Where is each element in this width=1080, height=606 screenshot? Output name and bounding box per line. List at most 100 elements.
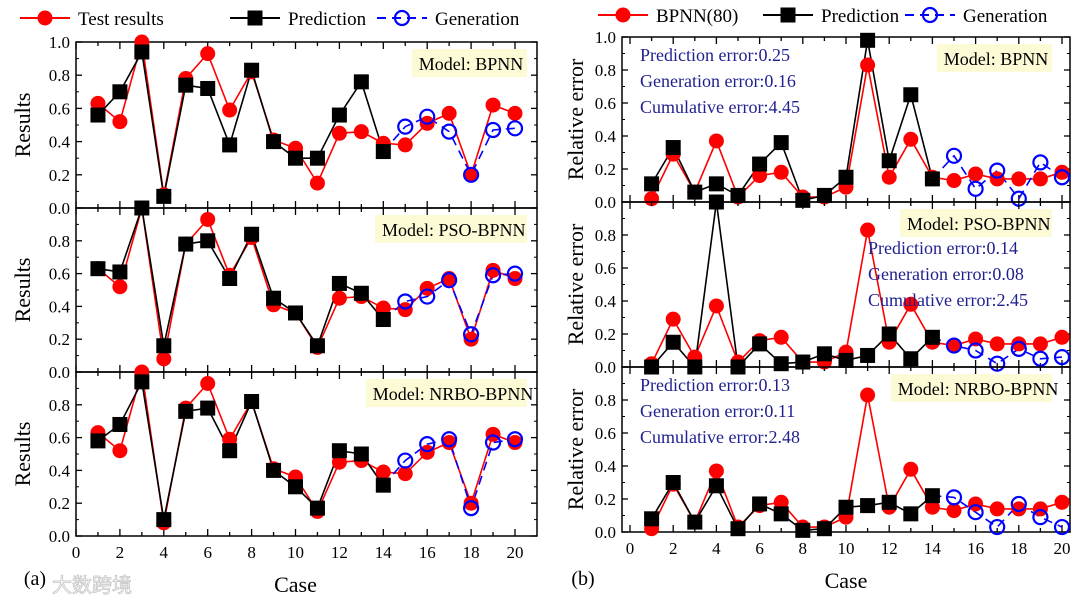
test-point	[200, 46, 216, 62]
test-point	[331, 454, 347, 470]
error-annotation: Cumulative error:4.45	[640, 97, 800, 117]
test-point	[112, 279, 128, 295]
test-point	[1054, 164, 1070, 180]
y-tick-label: 0.2	[595, 490, 616, 509]
y-tick-label: 0.2	[49, 166, 70, 185]
prediction-point	[924, 171, 940, 187]
prediction-point	[309, 150, 325, 166]
y-axis-label: Results	[10, 422, 35, 487]
prediction-point	[134, 44, 150, 60]
test-point	[375, 464, 391, 480]
chart-a: Test results Prediction Generation0.00.20.…	[10, 9, 538, 597]
legend-label-prediction: Prediction	[288, 9, 367, 30]
x-tick-label: 0	[72, 543, 81, 562]
test-point	[1011, 336, 1027, 352]
generation-point	[967, 504, 984, 521]
x-tick-label: 16	[967, 539, 984, 558]
y-tick-label: 0.0	[595, 358, 616, 377]
test-point	[1032, 171, 1048, 187]
legend-marker-test	[615, 7, 631, 23]
prediction-point	[795, 354, 811, 370]
test-point	[665, 311, 681, 327]
legend-label-generation: Generation	[435, 9, 520, 30]
prediction-point	[90, 107, 106, 123]
model-label: Model: NRBO-BPNN	[898, 379, 1059, 399]
prediction-point	[752, 156, 768, 172]
test-point	[222, 431, 238, 447]
legend-label-prediction: Prediction	[821, 6, 900, 27]
generation-line	[931, 154, 1063, 201]
test-point	[331, 290, 347, 306]
test-point	[200, 211, 216, 227]
generation-point	[989, 518, 1006, 536]
prediction-point	[288, 150, 303, 166]
prediction-point	[266, 462, 282, 478]
y-tick-label: 0.8	[49, 396, 70, 415]
error-annotation: Generation error:0.16	[640, 71, 796, 91]
x-tick-label: 20	[1054, 539, 1071, 558]
x-tick-label: 18	[1010, 539, 1027, 558]
subplot-1: 0.0 0.2 0.4 0.6 0.8 1.0 Results Model: BPNN	[10, 33, 538, 218]
test-point	[397, 466, 413, 482]
test-point	[860, 57, 876, 73]
panel-label: (b)	[571, 568, 594, 590]
generation-point	[506, 265, 524, 282]
test-point	[968, 166, 984, 182]
prediction-point	[200, 400, 216, 416]
y-tick-label: 0.4	[49, 133, 71, 152]
prediction-point	[924, 329, 940, 345]
test-point	[90, 95, 106, 111]
generation-point	[1032, 350, 1049, 367]
watermark: 大数跨境	[52, 574, 132, 597]
prediction-point	[903, 351, 919, 367]
legend-marker-generation	[393, 9, 411, 27]
y-tick-label: 0.6	[595, 94, 616, 113]
x-axis-label: Case	[825, 568, 868, 593]
subplot-1: 0.0 0.2 0.4 0.6 0.8 1.0 Relative error Model: B…	[563, 28, 1071, 212]
x-tick-label: 14	[924, 539, 942, 558]
generation-point	[397, 118, 414, 135]
test-point	[156, 351, 172, 367]
y-tick-label: 0.8	[595, 226, 616, 245]
test-point	[222, 102, 238, 118]
y-tick-label: 0.6	[49, 429, 70, 448]
model-label-box	[411, 49, 527, 77]
test-point	[946, 338, 962, 354]
legend-marker-generation	[921, 6, 939, 24]
y-tick-label: 0.0	[49, 527, 70, 546]
test-point	[946, 503, 962, 519]
prediction-point	[178, 77, 194, 93]
y-tick-label: 0.0	[595, 193, 616, 212]
prediction-point	[288, 305, 303, 321]
prediction-point	[644, 176, 660, 192]
generation-point	[967, 180, 984, 197]
legend-label-test: BPNN(80)	[656, 6, 738, 27]
generation-point	[419, 288, 436, 305]
generation-point	[441, 123, 458, 140]
prediction-point	[112, 416, 128, 432]
y-axis-label: Relative error	[563, 223, 588, 345]
generation-point	[484, 434, 502, 451]
test-point	[463, 167, 479, 183]
test-point	[397, 137, 413, 153]
y-axis-label: Relative error	[563, 388, 588, 510]
y-axis-label: Results	[10, 93, 35, 158]
test-point	[773, 329, 789, 345]
test-point	[860, 222, 876, 238]
test-point	[708, 133, 724, 149]
x-tick-label: 6	[203, 543, 212, 562]
test-point	[507, 271, 523, 287]
test-point	[463, 495, 479, 511]
legend: Test results Prediction Generation	[20, 9, 520, 30]
prediction-point	[244, 394, 260, 410]
error-annotation: Prediction error:0.13	[640, 375, 790, 395]
test-point	[708, 463, 724, 479]
y-tick-label: 0.0	[49, 363, 70, 382]
y-tick-label: 0.6	[595, 259, 616, 278]
prediction-point	[134, 374, 150, 390]
y-tick-label: 0.8	[49, 232, 70, 251]
prediction-point	[112, 264, 128, 280]
x-tick-label: 14	[375, 543, 393, 562]
prediction-point	[860, 347, 876, 363]
prediction-point	[200, 233, 216, 249]
